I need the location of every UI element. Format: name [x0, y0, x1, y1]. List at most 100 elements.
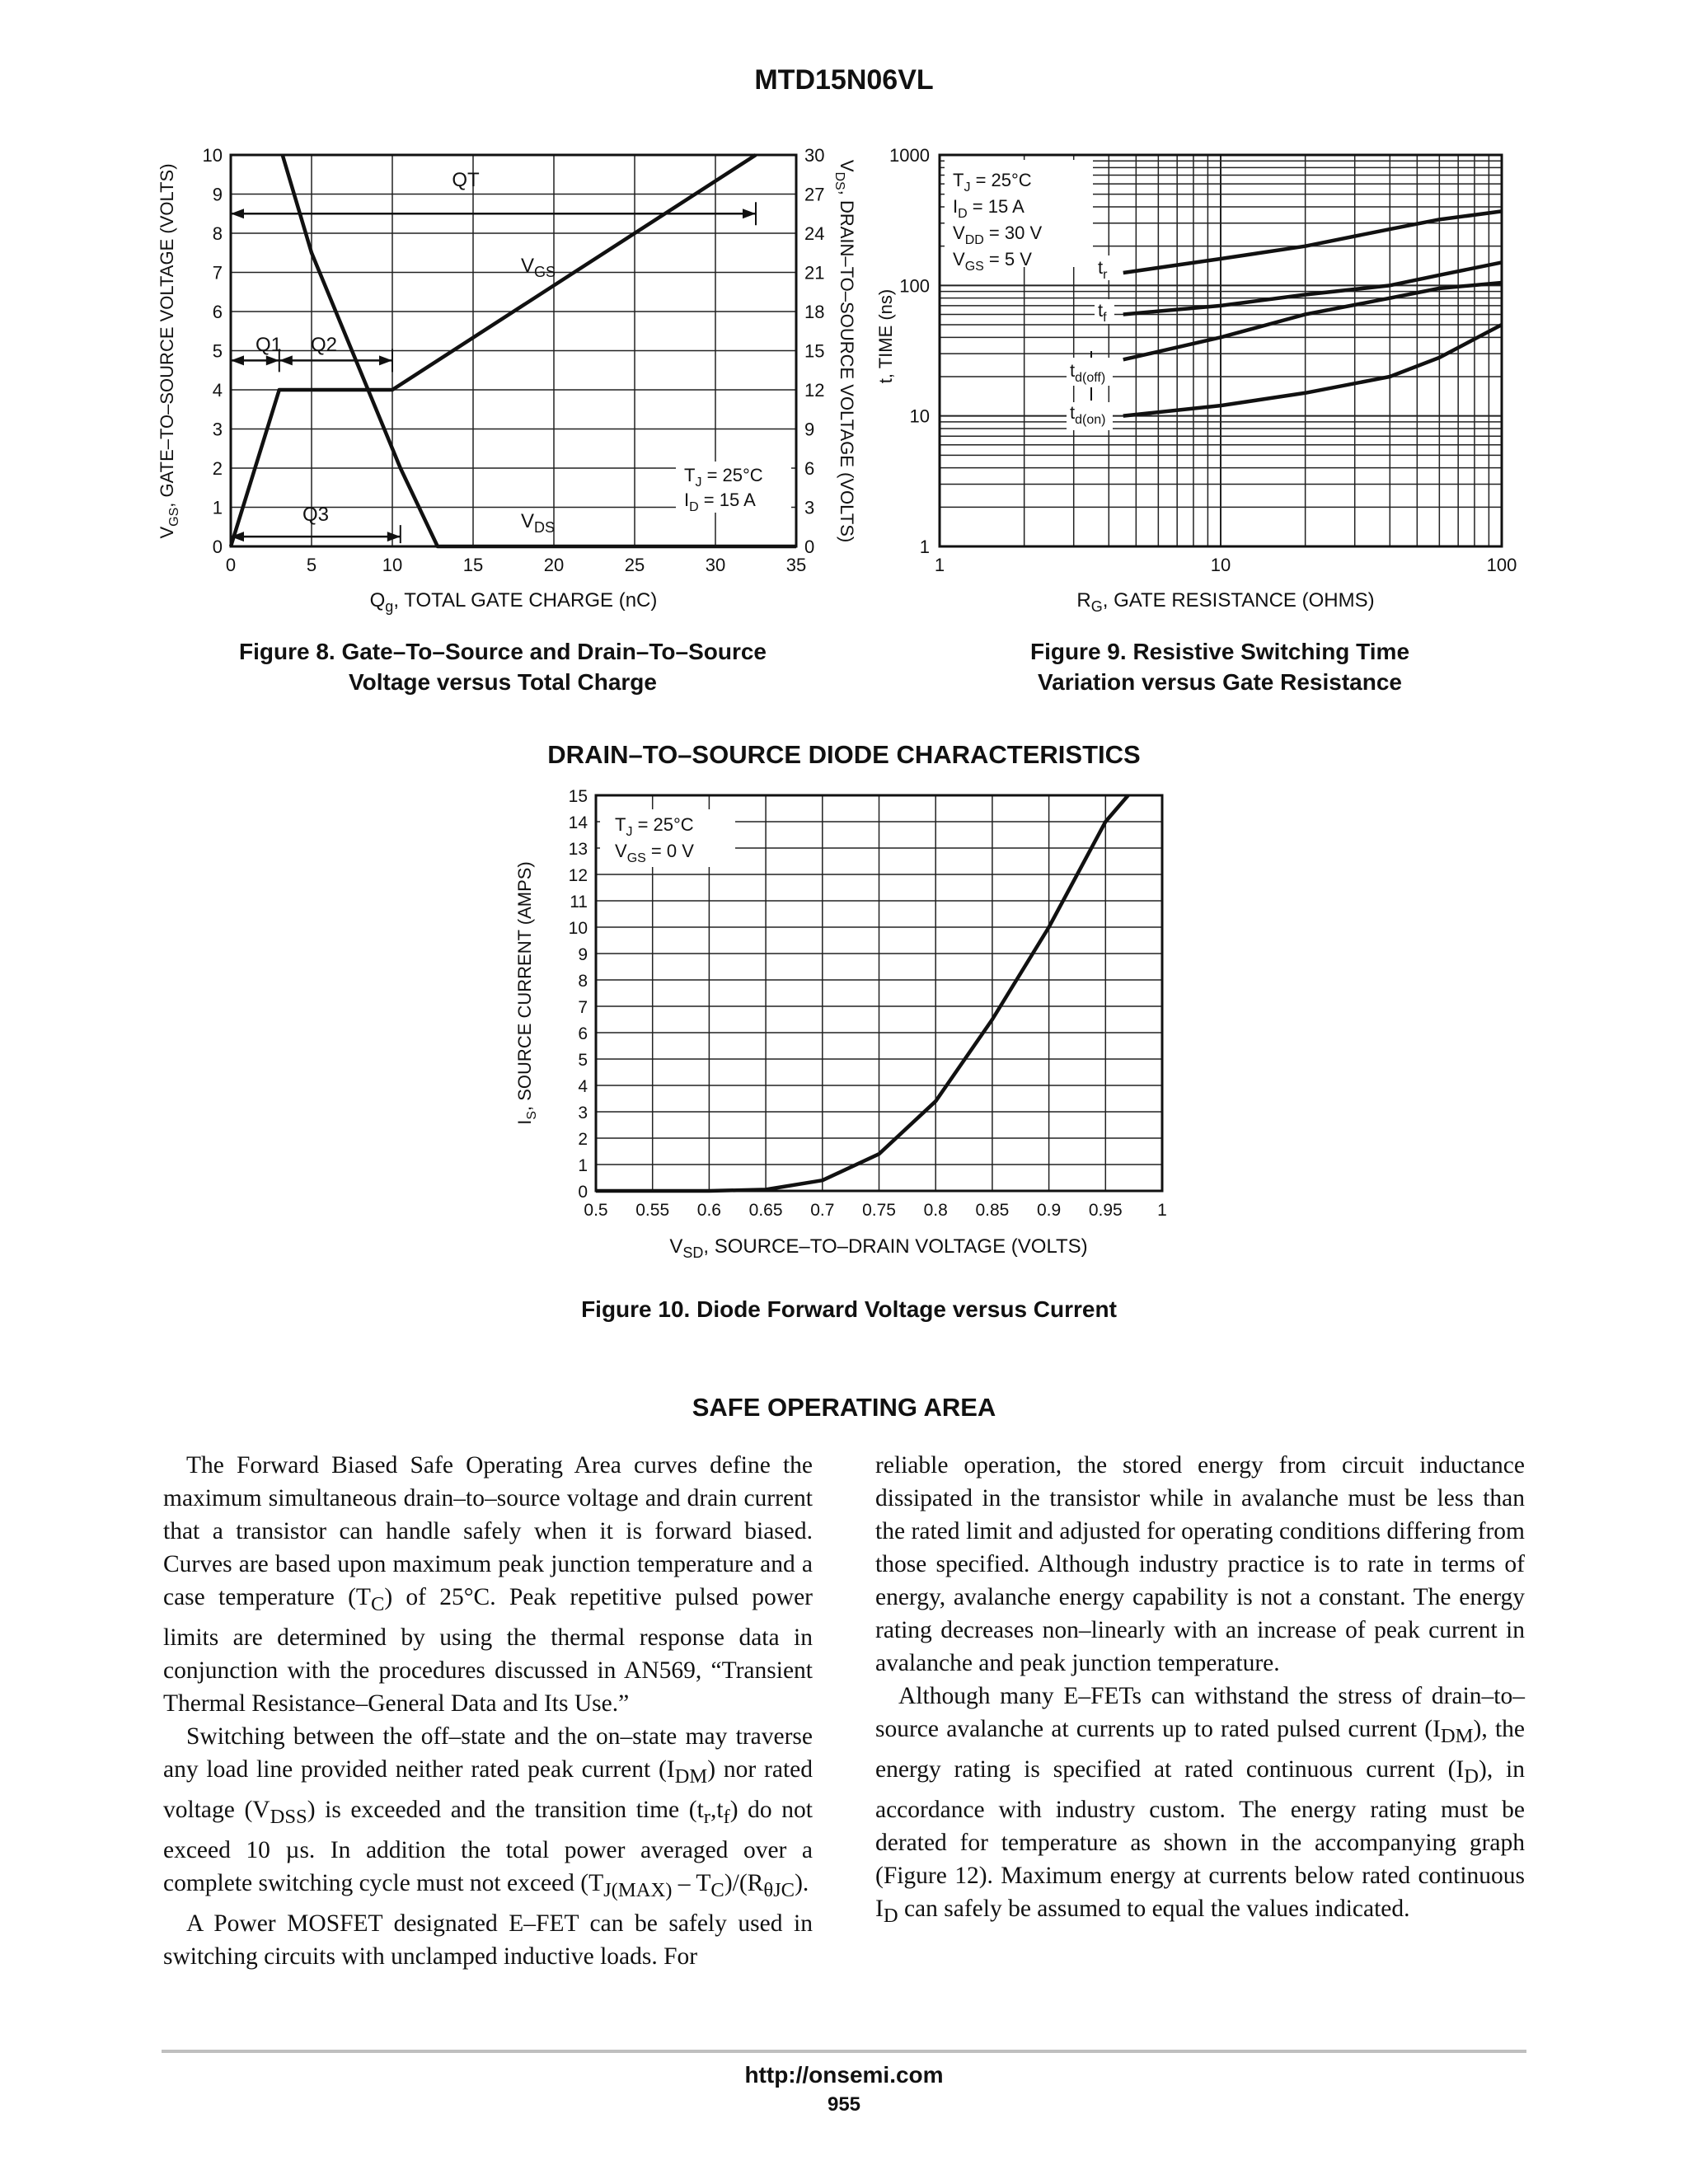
paragraph-3-continued: reliable operation, the stored energy fr… [875, 1452, 1525, 1676]
fig9-cond2: ID = 15 A [953, 196, 1025, 221]
fig8-arrow-q1-head-left [231, 355, 244, 366]
fig8-arrow-qt-head-left [231, 209, 244, 219]
fig10-xtick-label: 0.95 [1089, 1201, 1123, 1220]
fig10-xtick-label: 0.5 [584, 1201, 607, 1220]
fig8-xtick-label: 25 [625, 555, 645, 575]
fig8-ytick-right-label: 9 [804, 419, 814, 440]
fig10-ytick-label: 7 [578, 998, 588, 1017]
fig8-ytick-left-label: 9 [213, 185, 223, 205]
paragraph-2: Switching between the off–state and the … [163, 1722, 813, 1901]
fig10-grid [596, 795, 1162, 1191]
fig8-label-vds: VDS [521, 510, 555, 536]
fig8-ytick-right-label: 12 [804, 380, 824, 401]
fig9-series-tdon [1123, 323, 1503, 418]
fig8-ytick-left-label: 8 [213, 223, 223, 244]
page-header-part-number: MTD15N06VL [754, 64, 934, 96]
fig10-ytick-label: 4 [578, 1077, 588, 1096]
text-column-right: reliable operation, the stored energy fr… [875, 1449, 1525, 1933]
fig8-ytick-right-label: 27 [804, 185, 824, 205]
fig8-grid [231, 155, 796, 546]
fig8-ytick-left-label: 5 [213, 341, 223, 362]
fig8-ytick-left-label: 3 [213, 419, 223, 440]
fig8-arrow-q1-head-right [265, 355, 279, 366]
fig10-frame [594, 794, 1164, 1193]
fig9-xtick-label: 100 [1487, 555, 1517, 575]
fig10-ytick-label: 14 [569, 813, 588, 832]
fig8-caption-line2: Voltage versus Total Charge [349, 669, 657, 695]
fig10-ytick-label: 6 [578, 1024, 588, 1043]
fig8-xtick-label: 30 [706, 555, 725, 575]
fig8-arrow-q3-head-right [387, 532, 401, 542]
fig10-ytick-label: 0 [578, 1183, 588, 1202]
paragraph-4: Although many E–FETs can withstand the s… [875, 1683, 1525, 1927]
fig9-label-tf: tf [1098, 300, 1107, 325]
fig9-series-tf [1123, 260, 1503, 316]
paragraph-3: A Power MOSFET designated E–FET can be s… [163, 1910, 813, 1970]
fig9-caption: Figure 9. Resistive Switching Time Varia… [981, 636, 1459, 697]
fig10-ytick-label: 3 [578, 1104, 588, 1122]
fig10-ytick-label: 12 [569, 866, 588, 885]
fig8-ytick-right-label: 24 [804, 223, 824, 244]
fig10-xtick-label: 0.8 [924, 1201, 948, 1220]
fig8-ytick-right-label: 0 [804, 537, 814, 557]
fig10-ytick-label: 8 [578, 972, 588, 991]
fig10-xtick-label: 0.55 [635, 1201, 669, 1220]
fig8-series-vds [280, 154, 796, 549]
fig8-xtick-label: 15 [463, 555, 483, 575]
fig8-label-qt: QT [452, 169, 480, 191]
fig10-xtick-label: 0.9 [1037, 1201, 1061, 1220]
fig9-caption-line1: Figure 9. Resistive Switching Time [1029, 639, 1410, 664]
fig8-ytick-left-label: 4 [213, 380, 223, 401]
fig10-xtick-label: 0.75 [862, 1201, 896, 1220]
fig9-ylabel: t, TIME (ns) [875, 289, 896, 384]
fig9-chart: 1 10 100 1 10 100 1000 TJ = 25°C ID = 15 A VDD… [875, 145, 1517, 615]
fig10-ytick-label: 10 [569, 919, 588, 938]
fig10-xtick-label: 0.6 [697, 1201, 721, 1220]
fig8-ylabel-right: VDS, DRAIN–TO–SOURCE VOLTAGE (VOLTS) [832, 160, 857, 542]
fig10-xlabel: VSD, SOURCE–TO–DRAIN VOLTAGE (VOLTS) [669, 1235, 1087, 1261]
fig10-cond2: VGS = 0 V [615, 841, 694, 865]
fig10-caption: Figure 10. Diode Forward Voltage versus … [581, 1296, 1117, 1322]
fig8-arrow-q2-head-right [379, 355, 392, 366]
footer-url[interactable]: http://onsemi.com [744, 2062, 944, 2088]
fig10-ytick-label: 2 [578, 1130, 588, 1149]
fig10-series-is [596, 794, 1130, 1193]
fig8-cond-id: ID = 15 A [684, 490, 756, 514]
fig8-xtick-label: 20 [544, 555, 564, 575]
fig8-ytick-left-label: 2 [213, 458, 223, 479]
fig9-label-tdon: td(on) [1070, 402, 1105, 427]
fig9-caption-line2: Variation versus Gate Resistance [1038, 669, 1402, 695]
fig8-series-vgs [228, 153, 757, 547]
fig10-chart: 0.5 0.55 0.6 0.65 0.7 0.75 0.8 0.85 0.9 0.95 10 12 3… [514, 787, 1167, 1261]
fig10-cond1: TJ = 25°C [615, 814, 694, 839]
fig9-cond3: VDD = 30 V [953, 223, 1042, 247]
fig10-xtick-label: 0.85 [975, 1201, 1009, 1220]
fig8-xtick-label: 10 [382, 555, 402, 575]
fig9-xtick-label: 10 [1211, 555, 1231, 575]
section-title-diode: DRAIN–TO–SOURCE DIODE CHARACTERISTICS [547, 740, 1141, 769]
fig8-ytick-left-label: 7 [213, 263, 223, 284]
fig8-caption-line1: Figure 8. Gate–To–Source and Drain–To–So… [238, 639, 767, 664]
page-number: 955 [827, 2093, 861, 2116]
fig8-xlabel: Qg, TOTAL GATE CHARGE (nC) [370, 589, 658, 615]
fig8-arrow-q3-head-left [231, 532, 244, 542]
fig9-ytick-label: 100 [899, 275, 930, 296]
fig8-ytick-left-label: 1 [213, 498, 223, 518]
fig8-label-q3: Q3 [302, 504, 329, 526]
fig10-xtick-label: 0.65 [749, 1201, 783, 1220]
fig8-cond-tj: TJ = 25°C [684, 465, 763, 490]
fig8-label-q1: Q1 [256, 334, 282, 356]
fig10-xtick-label: 0.7 [810, 1201, 834, 1220]
fig8-ytick-left-label: 6 [213, 302, 223, 322]
fig9-series-tdoff [1123, 280, 1503, 362]
fig8-arrow-q2-head-left [279, 355, 293, 366]
fig8-label-q2: Q2 [311, 334, 337, 356]
fig8-ytick-right-label: 18 [804, 302, 824, 322]
fig9-xlabel: RG, GATE RESISTANCE (OHMS) [1076, 589, 1374, 615]
fig8-ytick-right-label: 30 [804, 145, 824, 166]
fig10-ytick-label: 9 [578, 945, 588, 964]
text-column-left: The Forward Biased Safe Operating Area c… [163, 1449, 813, 1973]
section-title-soa: SAFE OPERATING AREA [692, 1393, 996, 1422]
fig8-xtick-label: 0 [226, 555, 236, 575]
